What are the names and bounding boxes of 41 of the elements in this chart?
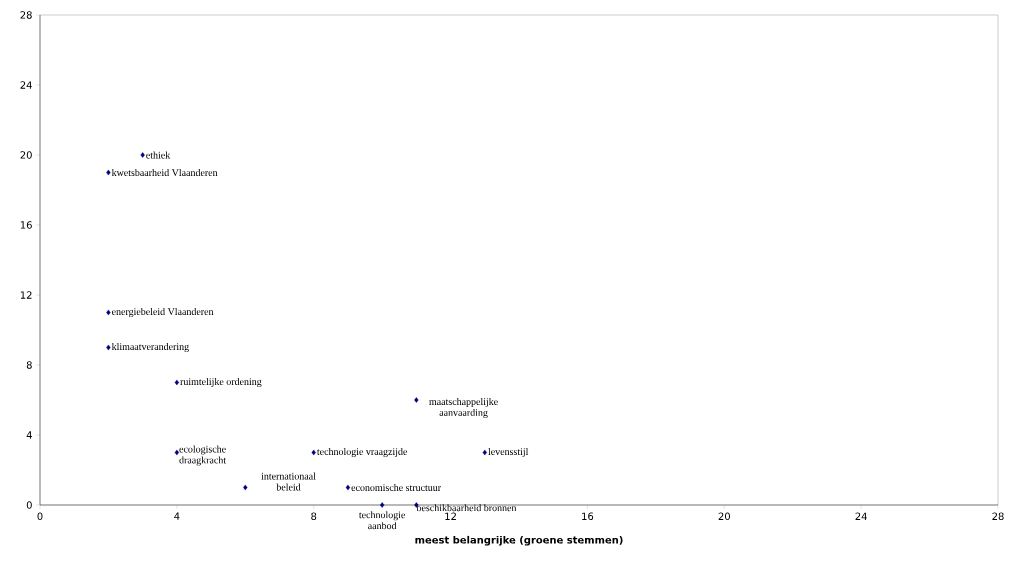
- annotation: internationaal beleid: [261, 472, 316, 491]
- x-tick-label: 4: [174, 512, 180, 520]
- x-tick-label: 16: [582, 512, 594, 521]
- y-tick-label: 16: [20, 221, 32, 229]
- point: [243, 484, 248, 491]
- x-tick-label: 24: [855, 512, 867, 520]
- x-tick-label: 12: [445, 512, 456, 520]
- y-tick-label: 12: [20, 291, 32, 299]
- annotation: levensstijl: [488, 447, 529, 458]
- point: [174, 379, 180, 386]
- x-axis-title: meest belangrijke (groene stemmen): [415, 535, 623, 546]
- point: [380, 502, 385, 508]
- point: [106, 344, 111, 351]
- annotation: klimaatverandering: [111, 342, 189, 353]
- annotation: economische structuur: [351, 483, 441, 491]
- x-tick-label: 20: [718, 512, 730, 521]
- annotation: ruimtelijke ordening: [180, 377, 262, 388]
- annotation: technologie vraagzijde: [317, 447, 408, 458]
- annotation: technologie aanbod: [359, 511, 406, 530]
- y-tick-label: 20: [20, 151, 32, 159]
- point: [414, 397, 419, 403]
- point: [482, 449, 487, 456]
- point: [311, 449, 316, 456]
- annotation: ethiek: [146, 151, 171, 159]
- y-tick-label: 8: [26, 361, 32, 369]
- annotation: energiebeleid Vlaanderen: [112, 307, 214, 318]
- y-tick-label: 4: [26, 431, 32, 439]
- annotation: maatschappelijke aanvaarding: [429, 397, 498, 419]
- x-tick-label: 28: [992, 512, 1004, 521]
- annotation: beschikbaarheid bronnen: [416, 504, 517, 512]
- x-tick-label: 0: [37, 512, 43, 521]
- y-tick-label: 24: [20, 81, 32, 89]
- point: [345, 484, 351, 491]
- point: [106, 169, 111, 176]
- point: [140, 152, 145, 158]
- annotation: ecologische draagkracht: [179, 445, 227, 466]
- annotation: kwetsbaarheid Vlaanderen: [111, 168, 218, 177]
- y-tick-label: 28: [20, 11, 32, 19]
- x-tick-label: 8: [311, 512, 317, 521]
- y-tick-label: 0: [26, 501, 32, 509]
- point: [106, 309, 111, 316]
